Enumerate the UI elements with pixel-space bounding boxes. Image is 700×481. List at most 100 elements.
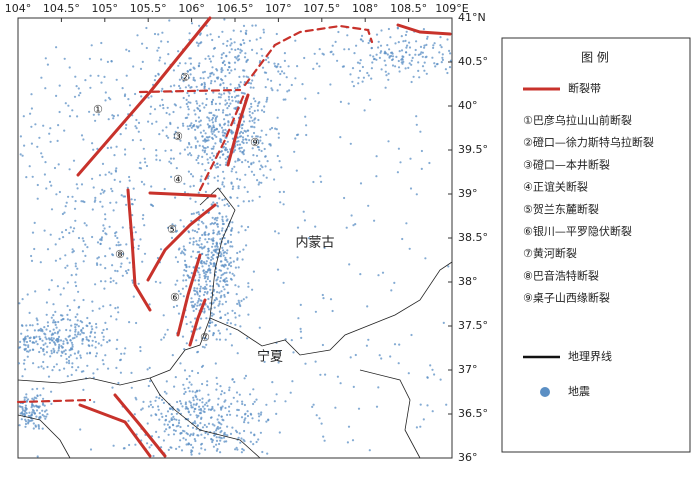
earthquake-dot	[220, 138, 223, 141]
legend-label: ⑨桌子山西缘断裂	[523, 291, 610, 305]
earthquake-dot	[420, 167, 423, 170]
earthquake-dot	[95, 322, 98, 326]
earthquake-dot	[23, 340, 26, 343]
earthquake-dot	[21, 407, 24, 410]
earthquake-dot	[232, 185, 235, 188]
earthquake-dot	[237, 187, 240, 190]
earthquake-dot	[201, 149, 204, 152]
earthquake-dot	[150, 185, 153, 188]
earthquake-dot	[252, 97, 255, 100]
earthquake-dot	[205, 280, 208, 283]
earthquake-dot	[38, 350, 41, 354]
earthquake-dot	[211, 136, 214, 139]
earthquake-dot	[82, 239, 85, 243]
earthquake-dot	[192, 403, 195, 406]
earthquake-dot	[235, 293, 238, 296]
earthquake-dot	[185, 443, 188, 446]
earthquake-dot	[229, 265, 233, 268]
earthquake-dot	[209, 321, 212, 325]
earthquake-dot	[209, 82, 213, 85]
earthquake-dot	[117, 244, 120, 247]
earthquake-dot	[283, 72, 286, 75]
earthquake-dot	[404, 33, 407, 37]
earthquake-dot	[189, 276, 192, 279]
earthquake-dot	[426, 376, 429, 379]
earthquake-dot	[222, 109, 225, 112]
earthquake-dot	[92, 376, 95, 379]
earthquake-dot	[197, 42, 200, 45]
earthquake-dot	[191, 446, 194, 449]
earthquake-dot	[183, 369, 187, 372]
earthquake-dot	[133, 413, 136, 416]
earthquake-dot	[242, 153, 245, 156]
earthquake-dot	[25, 408, 28, 411]
earthquake-dot	[58, 329, 61, 332]
earthquake-dot	[168, 426, 171, 429]
earthquake-dot	[262, 28, 265, 31]
legend-label: 地理界线	[568, 349, 612, 363]
earthquake-dot	[99, 242, 102, 246]
earthquake-dot	[243, 42, 246, 45]
earthquake-dot	[320, 180, 323, 183]
earthquake-dot	[179, 432, 182, 435]
earthquake-dot	[214, 250, 217, 253]
earthquake-dot	[422, 28, 425, 31]
earthquake-dot	[238, 158, 241, 162]
earthquake-dot	[137, 282, 140, 285]
earthquake-dot	[235, 94, 238, 97]
lat-label: 38°	[458, 275, 478, 288]
earthquake-dot	[36, 145, 39, 148]
earthquake-dot	[420, 149, 423, 153]
earthquake-dot	[132, 295, 135, 298]
earthquake-dot	[294, 39, 297, 42]
earthquake-dot	[155, 120, 158, 123]
earthquake-dot	[176, 279, 179, 282]
earthquake-dot	[170, 446, 173, 449]
earthquake-dot	[347, 48, 350, 51]
earthquake-dot	[226, 203, 229, 206]
earthquake-dot	[27, 345, 30, 349]
earthquake-dot	[238, 85, 241, 88]
earthquake-dot	[270, 79, 273, 82]
earthquake-dot	[348, 263, 351, 266]
earthquake-dot	[100, 344, 103, 347]
earthquake-dot	[218, 102, 221, 105]
earthquake-dot	[223, 92, 226, 95]
earthquake-dot	[23, 396, 26, 399]
earthquake-dot	[230, 344, 233, 347]
earthquake-dot	[182, 225, 185, 228]
earthquake-dot	[314, 360, 317, 363]
earthquake-dot	[104, 354, 107, 357]
earthquake-dot	[110, 146, 113, 149]
earthquake-dot	[93, 400, 96, 404]
earthquake-dot	[368, 449, 371, 452]
earthquake-dot	[334, 40, 337, 44]
earthquake-dot	[30, 107, 33, 110]
earthquake-dot	[39, 394, 42, 397]
earthquake-dot	[212, 313, 215, 316]
earthquake-dot	[375, 175, 378, 178]
earthquake-dot	[259, 413, 262, 416]
earthquake-dot	[183, 148, 186, 151]
earthquake-dot	[280, 166, 283, 169]
earthquake-dot	[65, 328, 68, 332]
earthquake-dot	[119, 265, 122, 268]
earthquake-dot	[94, 340, 97, 343]
earthquake-dot	[241, 140, 244, 143]
earthquake-dot	[358, 69, 362, 72]
earthquake-dot	[431, 56, 434, 59]
earthquake-dot	[86, 246, 89, 249]
earthquake-dot	[324, 373, 327, 376]
earthquake-dot	[134, 231, 137, 234]
earthquake-dot	[221, 61, 224, 64]
earthquake-dot	[415, 426, 418, 429]
earthquake-dot	[182, 124, 185, 127]
earthquake-dot	[202, 336, 206, 339]
earthquake-dot	[237, 185, 240, 188]
earthquake-dot	[70, 274, 73, 277]
earthquake-dot	[104, 218, 107, 221]
earthquake-dot	[229, 196, 232, 199]
earthquake-dot	[394, 42, 397, 45]
earthquake-dot	[249, 431, 253, 434]
earthquake-dot	[188, 32, 191, 35]
